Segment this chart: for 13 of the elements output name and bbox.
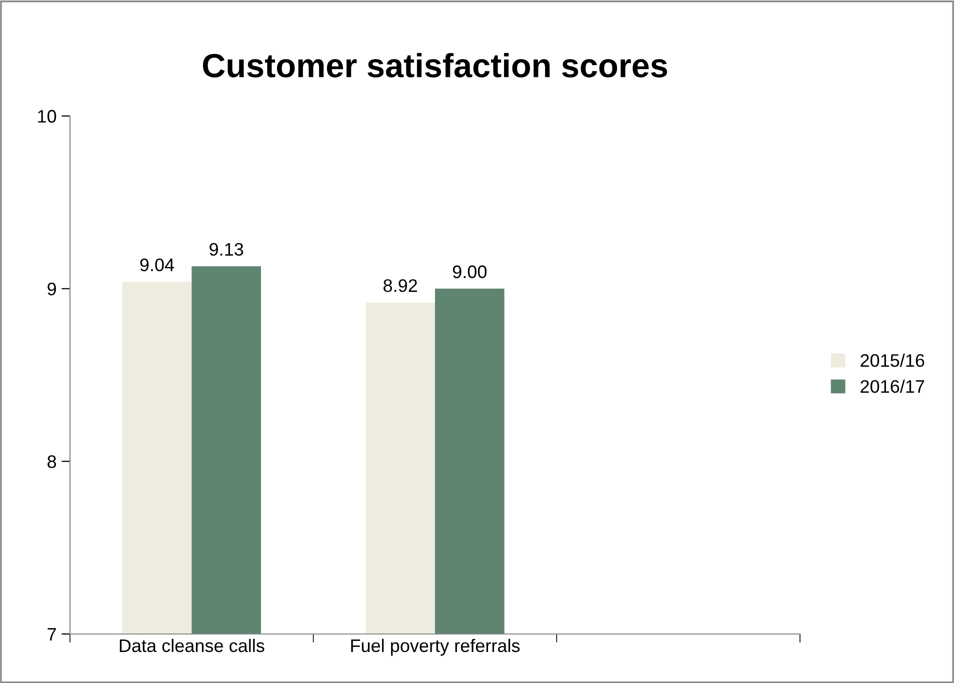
data-label: 9.13 [210, 242, 244, 256]
x-tick-label: Fuel poverty referrals [351, 638, 520, 656]
x-tick-label: Data cleanse calls [120, 638, 264, 652]
legend-label: 2015/16 [860, 354, 924, 367]
data-label: 9.00 [452, 265, 487, 278]
data-label: 9.04 [140, 258, 174, 272]
chart-title: Customer satisfaction scores [202, 52, 668, 78]
data-label: 8.92 [384, 279, 417, 292]
y-tick-label: 7 [48, 628, 56, 641]
legend-label: 2016/17 [860, 380, 924, 393]
y-tick-label: 9 [48, 282, 56, 296]
y-tick-label: 10 [38, 110, 56, 123]
y-tick-label: 8 [48, 455, 56, 468]
